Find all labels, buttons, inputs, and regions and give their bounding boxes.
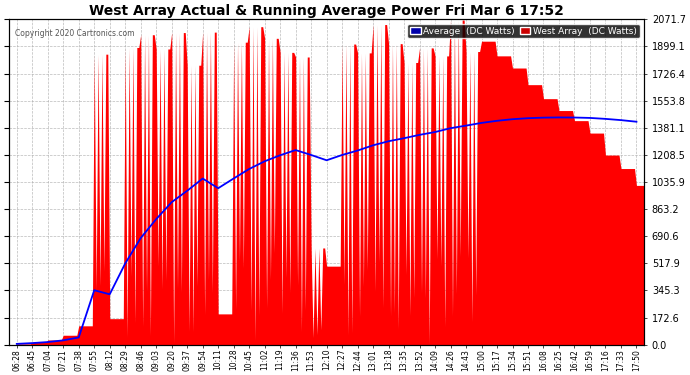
Legend: Average  (DC Watts), West Array  (DC Watts): Average (DC Watts), West Array (DC Watts… [407,24,640,38]
Title: West Array Actual & Running Average Power Fri Mar 6 17:52: West Array Actual & Running Average Powe… [89,4,564,18]
Text: Copyright 2020 Cartronics.com: Copyright 2020 Cartronics.com [15,29,135,38]
